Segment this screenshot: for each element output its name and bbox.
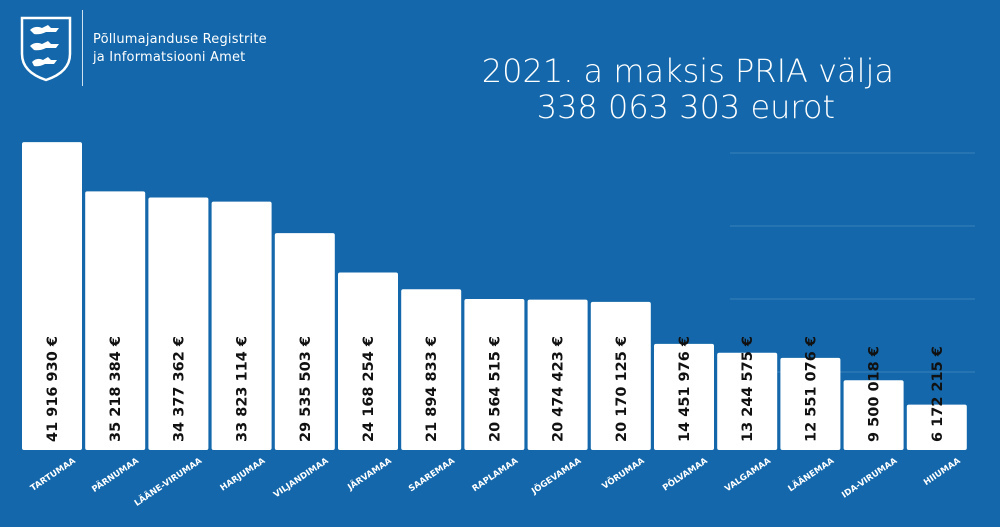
chart-title: 2021. a maksis PRIA välja	[481, 52, 894, 90]
chart-subtitle: 338 063 303 eurot	[536, 88, 835, 126]
category-label: VALGAMAA	[723, 456, 773, 494]
category-label: RAPLAMAA	[471, 456, 521, 494]
value-label: 21 894 833 €	[424, 336, 440, 442]
category-label: JÄRVAMAA	[345, 455, 394, 493]
header-divider	[82, 10, 83, 86]
bar-saaremaa	[401, 289, 462, 450]
value-label: 35 218 384 €	[108, 336, 124, 442]
value-label: 34 377 362 €	[171, 336, 187, 442]
category-label: VILJANDIMAA	[272, 456, 331, 500]
org-name-line-1: Põllumajanduse Registrite	[93, 32, 267, 47]
org-name-line-2: ja Informatsiooni Amet	[93, 50, 246, 65]
value-label: 20 170 125 €	[614, 336, 630, 442]
value-label: 29 535 503 €	[298, 336, 314, 442]
bar-põlvamaa	[654, 343, 714, 450]
category-label: JÕGEVAMAA	[528, 454, 583, 497]
bar-harjumaa	[211, 201, 272, 450]
bar-raplamaa	[464, 298, 525, 450]
value-label: 24 168 254 €	[361, 336, 377, 442]
bar-tartumaa	[22, 142, 82, 450]
value-label: 6 172 215 €	[930, 346, 946, 442]
value-label: 33 823 114 €	[235, 336, 251, 442]
category-label: TARTUMAA	[29, 456, 78, 494]
bar-viljandimaa	[274, 233, 335, 450]
bar-pärnumaa	[85, 191, 146, 451]
category-label: VÕRUMAA	[599, 454, 646, 491]
coat-of-arms-logo	[20, 16, 72, 82]
category-label: SAAREMAA	[407, 456, 457, 494]
value-label: 41 916 930 €	[45, 336, 61, 442]
bar-läänemaa	[780, 357, 841, 450]
category-label: LÄÄNE-VIRUMAA	[132, 455, 204, 509]
bar-hiiumaa	[906, 404, 967, 450]
bar-võrumaa	[590, 301, 651, 450]
value-label: 14 451 976 €	[677, 336, 693, 442]
bar-valgamaa	[717, 352, 778, 450]
bar-jõgevamaa	[527, 299, 588, 450]
category-label: LÄÄNEMAA	[786, 455, 837, 494]
category-label: IDA-VIRUMAA	[840, 456, 899, 501]
bar-lääne-virumaa	[148, 197, 209, 450]
category-label: HARJUMAA	[219, 456, 268, 494]
category-label: HIIUMAA	[922, 456, 963, 488]
category-label: PÄRNUMAA	[90, 455, 141, 495]
value-label: 20 474 423 €	[551, 336, 567, 442]
value-label: 12 551 076 €	[803, 336, 819, 442]
value-label: 20 564 515 €	[487, 336, 503, 442]
bar-ida-virumaa	[843, 380, 904, 450]
bar-järvamaa	[338, 272, 398, 450]
value-label: 13 244 575 €	[740, 336, 756, 442]
value-label: 9 500 018 €	[867, 346, 883, 442]
category-label: PÕLVAMAA	[660, 454, 710, 493]
